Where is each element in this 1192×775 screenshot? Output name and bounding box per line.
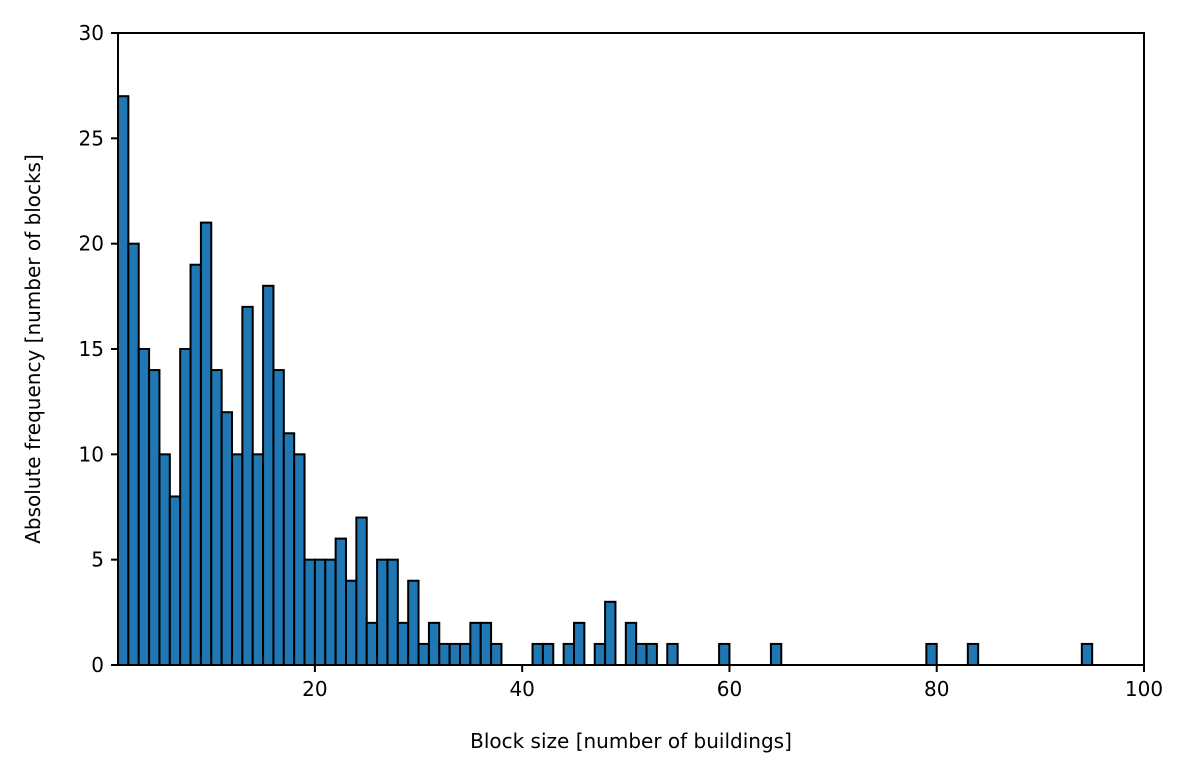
x-tick-label: 100: [1125, 677, 1163, 701]
histogram-bar: [541, 642, 555, 667]
histogram-bar: [127, 242, 140, 667]
histogram-bar: [417, 642, 430, 667]
histogram-bar: [386, 558, 399, 667]
histogram-bar: [635, 642, 648, 667]
y-tick-label: 10: [79, 442, 104, 466]
histogram-bar: [531, 642, 544, 667]
histogram-bar: [345, 579, 358, 667]
y-tick-label: 30: [79, 21, 104, 45]
histogram-bar: [427, 621, 441, 666]
histogram-bar: [448, 642, 461, 667]
histogram-bar: [241, 305, 254, 666]
histogram-bar: [179, 348, 192, 666]
y-tick-label: 0: [91, 653, 104, 677]
histogram-bar: [769, 642, 783, 667]
histogram-bar: [210, 369, 223, 666]
histogram-bar: [282, 432, 296, 666]
histogram-bar: [303, 558, 316, 667]
histogram-bar: [220, 411, 234, 667]
x-axis-label: Block size [number of buildings]: [470, 729, 792, 753]
histogram-bar: [925, 642, 938, 667]
histogram-bar: [117, 95, 130, 666]
histogram-bar: [645, 642, 658, 667]
histogram-bar: [324, 558, 337, 667]
x-tick-label: 40: [509, 677, 534, 701]
histogram-bar: [459, 642, 472, 667]
x-tick-label: 80: [924, 677, 949, 701]
histogram-bar: [334, 537, 347, 666]
histogram-bar: [293, 453, 306, 667]
histogram-bar: [573, 621, 586, 666]
histogram-bar: [718, 642, 731, 667]
histogram-bar: [562, 642, 575, 667]
histogram-bar: [231, 453, 244, 667]
x-tick-label: 20: [302, 677, 327, 701]
histogram-bar: [199, 221, 213, 666]
histogram-bar: [262, 284, 275, 666]
y-axis-label: Absolute frequency [number of blocks]: [21, 154, 45, 544]
histogram-bar: [490, 642, 503, 667]
ticks-layer: 20 40 60 80 100 0 5 10 15 20 25 30: [79, 21, 1164, 701]
y-tick-label: 20: [79, 232, 104, 256]
y-tick-label: 15: [79, 337, 104, 361]
histogram-bar: [966, 642, 980, 667]
bars-layer: [117, 95, 1094, 667]
histogram-bar: [479, 621, 493, 666]
y-tick-label: 5: [91, 548, 104, 572]
histogram-bar: [396, 621, 410, 666]
histogram-bar: [438, 642, 451, 667]
y-tick-label: 25: [79, 126, 104, 150]
histogram-bar: [469, 621, 482, 666]
histogram-bar: [158, 453, 171, 667]
histogram-bar: [365, 621, 379, 666]
histogram-bar: [189, 263, 202, 666]
histogram-bar: [666, 642, 679, 667]
histogram-bar: [624, 621, 638, 666]
histogram-bar: [407, 579, 420, 667]
x-tick-label: 60: [717, 677, 742, 701]
histogram-bar: [313, 558, 327, 667]
histogram-bar: [272, 369, 285, 666]
histogram-bar: [251, 453, 265, 667]
histogram-bar: [355, 516, 368, 666]
histogram-bar: [168, 495, 182, 667]
histogram-bar: [137, 348, 151, 666]
histogram-bar: [593, 642, 607, 667]
histogram-bar: [376, 558, 389, 667]
histogram-bar: [604, 600, 617, 666]
histogram-bar: [148, 369, 161, 666]
histogram-bar: [1080, 642, 1094, 667]
